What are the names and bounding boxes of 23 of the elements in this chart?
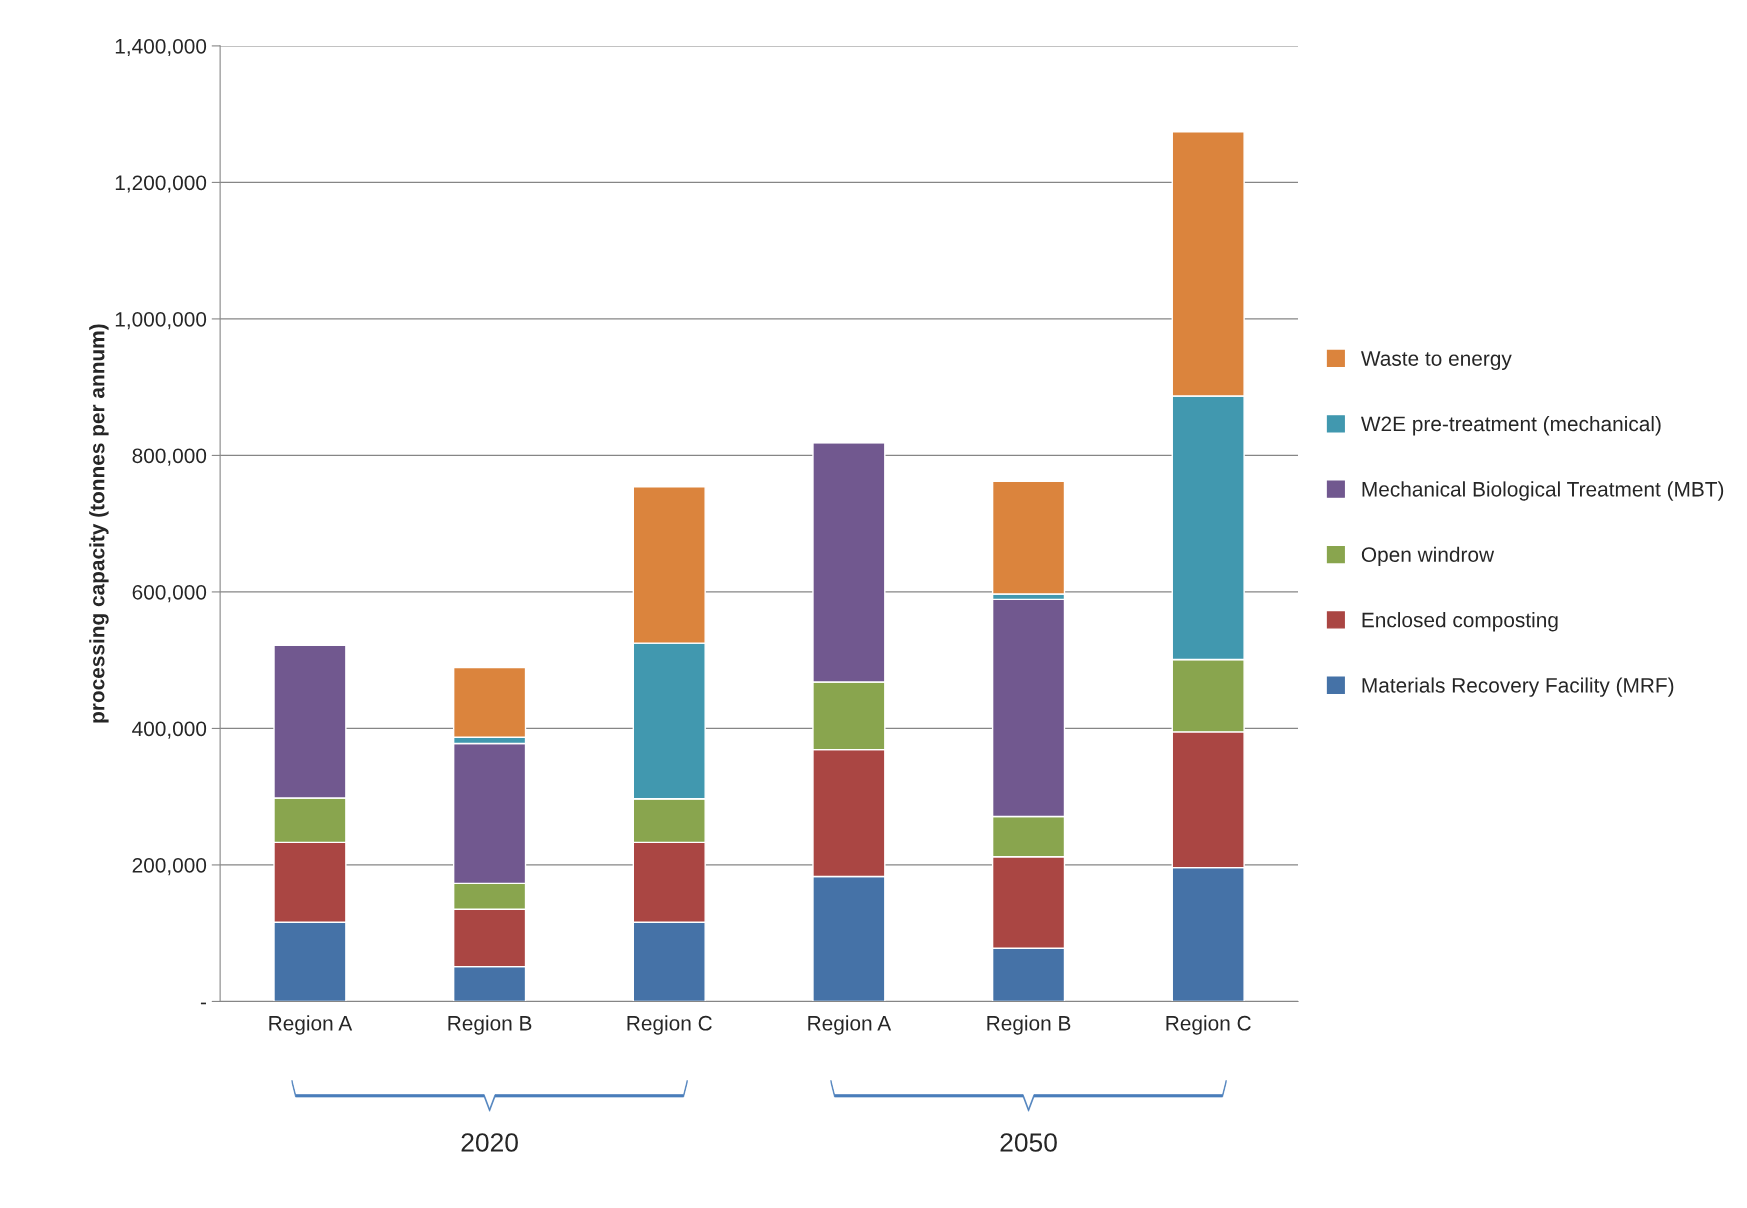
legend-label: W2E pre-treatment (mechanical) <box>1360 415 1661 436</box>
y-axis-title: processing capacity (tonnes per annum) <box>89 324 109 723</box>
text: 2020 <box>461 1133 518 1152</box>
x-tick-label: Region C <box>627 1015 712 1035</box>
legend-label: Enclosed composting <box>1362 612 1558 632</box>
legend-label: Waste to energy <box>1360 351 1512 371</box>
legend-label: Materials Recovery Facility (MRF) <box>1362 677 1674 697</box>
x-tick-label: Region B <box>987 1015 1071 1035</box>
legend-label: Open windrow <box>1361 546 1495 567</box>
text: 2050 <box>1000 1133 1057 1152</box>
y-tick-label: 1,400,000 <box>115 38 207 57</box>
x-tick-label: Region A <box>269 1015 353 1035</box>
y-tick-label: 600,000 <box>132 584 207 603</box>
y-tick-label: 1,200,000 <box>115 175 207 193</box>
y-tick-label: 1,000,000 <box>115 311 207 330</box>
y-tick-label: - <box>200 1002 206 1005</box>
y-tick-label: 800,000 <box>132 448 207 466</box>
x-tick-label: Region C <box>1166 1015 1251 1035</box>
x-tick-label: Region A <box>808 1015 892 1035</box>
y-tick-label: 200,000 <box>132 857 207 876</box>
x-tick-label: Region B <box>448 1015 532 1035</box>
legend-label: Mechanical Biological Treatment (MBT) <box>1362 481 1724 501</box>
y-tick-label: 400,000 <box>132 721 207 739</box>
